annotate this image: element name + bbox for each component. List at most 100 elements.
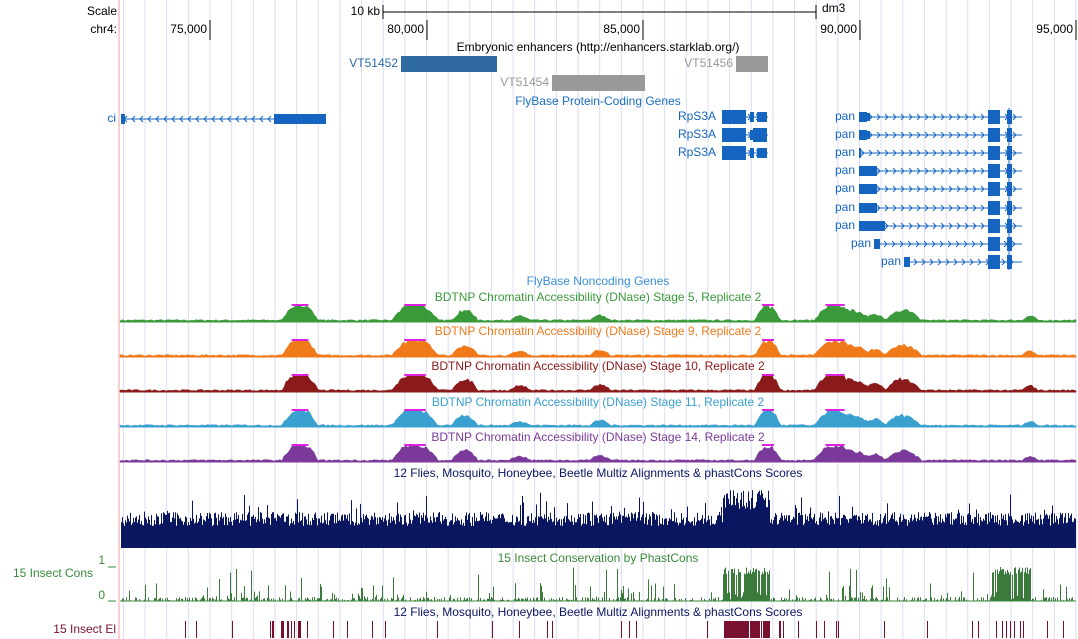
side-label: 15 Insect Cons: [13, 566, 93, 580]
exon: [874, 239, 880, 249]
track-title: BDTNP Chromatin Accessibility (DNase) St…: [431, 430, 765, 444]
scale-label: Scale: [87, 4, 117, 18]
ruler-tick-label: 90,000: [820, 22, 857, 36]
signal-cap: [825, 444, 845, 446]
signal-cap: [762, 304, 774, 306]
track-title: 12 Flies, Mosquito, Honeybee, Beetle Mul…: [394, 466, 803, 480]
gene-label: pan: [835, 200, 855, 214]
signal-cap: [825, 304, 845, 306]
gene-label: pan: [835, 127, 855, 141]
enhancer-box: [736, 56, 768, 72]
exon: [722, 110, 746, 124]
track-title: BDTNP Chromatin Accessibility (DNase) St…: [432, 395, 765, 409]
gene-label: pan: [851, 236, 871, 250]
signal-cap: [762, 444, 774, 446]
ruler-tick-label: 75,000: [170, 22, 207, 36]
exon: [750, 148, 754, 158]
exon: [866, 131, 870, 139]
gene-label: pan: [835, 163, 855, 177]
exon: [859, 221, 885, 231]
exon: [988, 219, 1000, 233]
track-title: FlyBase Noncoding Genes: [527, 274, 670, 288]
enhancer-label: VT51454: [500, 75, 549, 89]
signal-cap: [762, 374, 774, 376]
exon: [988, 255, 1000, 269]
exon: [859, 203, 877, 213]
gene-label: pan: [881, 254, 901, 268]
track-title: FlyBase Protein-Coding Genes: [515, 94, 680, 108]
track-title: BDTNP Chromatin Accessibility (DNase) St…: [435, 290, 762, 304]
gene-label: ci: [107, 111, 116, 125]
exon: [750, 112, 754, 122]
exon: [866, 113, 870, 121]
enhancer-box: [401, 56, 497, 72]
gene-label: pan: [835, 145, 855, 159]
scale-bar-label: 10 kb: [351, 4, 381, 18]
enhancer-label: VT51452: [349, 56, 398, 70]
assembly-label: dm3: [822, 1, 846, 15]
exon: [859, 130, 867, 140]
phastcons-bars: [122, 567, 1073, 601]
exon: [722, 146, 746, 160]
signal-cap: [404, 339, 426, 341]
exon: [988, 146, 1000, 160]
exon: [859, 148, 861, 158]
signal-cap: [404, 304, 426, 306]
conservation-bars: [121, 490, 1076, 548]
signal-cap: [291, 374, 309, 376]
signal-cap: [404, 374, 426, 376]
exon: [859, 112, 867, 122]
exon: [859, 166, 877, 176]
ruler-tick-label: 80,000: [387, 22, 424, 36]
signal: [119, 374, 1077, 393]
gene-label: pan: [835, 218, 855, 232]
enhancer-label: VT51456: [684, 56, 733, 70]
chrom-label: chr4:: [90, 22, 117, 36]
exon: [757, 148, 767, 158]
exon: [988, 164, 1000, 178]
signal-cap: [291, 409, 309, 411]
track-title: Embryonic enhancers (http://enhancers.st…: [457, 40, 740, 54]
track-title: 15 Insect Conservation by PhastCons: [498, 551, 699, 565]
exon: [753, 128, 767, 142]
signal-cap: [291, 304, 309, 306]
gene-label: RpS3A: [678, 109, 716, 123]
exon: [750, 130, 754, 140]
signal: [119, 339, 1077, 358]
signal-cap: [404, 444, 426, 446]
track-title: 12 Flies, Mosquito, Honeybee, Beetle Mul…: [394, 605, 803, 619]
exon: [988, 201, 1000, 215]
gene-label: RpS3A: [678, 145, 716, 159]
side-label: 15 Insect El: [53, 622, 116, 636]
signal-cap: [825, 409, 845, 411]
exon: [757, 112, 767, 122]
signal: [119, 304, 1077, 323]
signal-cap: [762, 339, 774, 341]
signal: [119, 409, 1077, 428]
signal-cap: [825, 374, 845, 376]
exon: [904, 257, 910, 267]
signal-cap: [762, 409, 774, 411]
gene-label: RpS3A: [678, 127, 716, 141]
gene-label: pan: [835, 181, 855, 195]
exon: [859, 184, 877, 194]
exon: [988, 110, 1000, 124]
axis-label: 0: [98, 588, 105, 602]
track-title: BDTNP Chromatin Accessibility (DNase) St…: [431, 359, 765, 373]
exon: [988, 182, 1000, 196]
track-title: BDTNP Chromatin Accessibility (DNase) St…: [435, 324, 762, 338]
conserved-elements: [185, 621, 1064, 638]
exon: [722, 128, 746, 142]
exon: [274, 114, 326, 124]
ruler-tick-label: 85,000: [603, 22, 640, 36]
exon: [988, 237, 1000, 251]
signal-cap: [404, 409, 426, 411]
signal-cap: [291, 339, 309, 341]
signal-cap: [825, 339, 845, 341]
exon: [121, 114, 125, 124]
signal: [119, 444, 1077, 463]
axis-label: 1: [98, 553, 105, 567]
exon: [988, 128, 1000, 142]
enhancer-box: [552, 75, 645, 91]
